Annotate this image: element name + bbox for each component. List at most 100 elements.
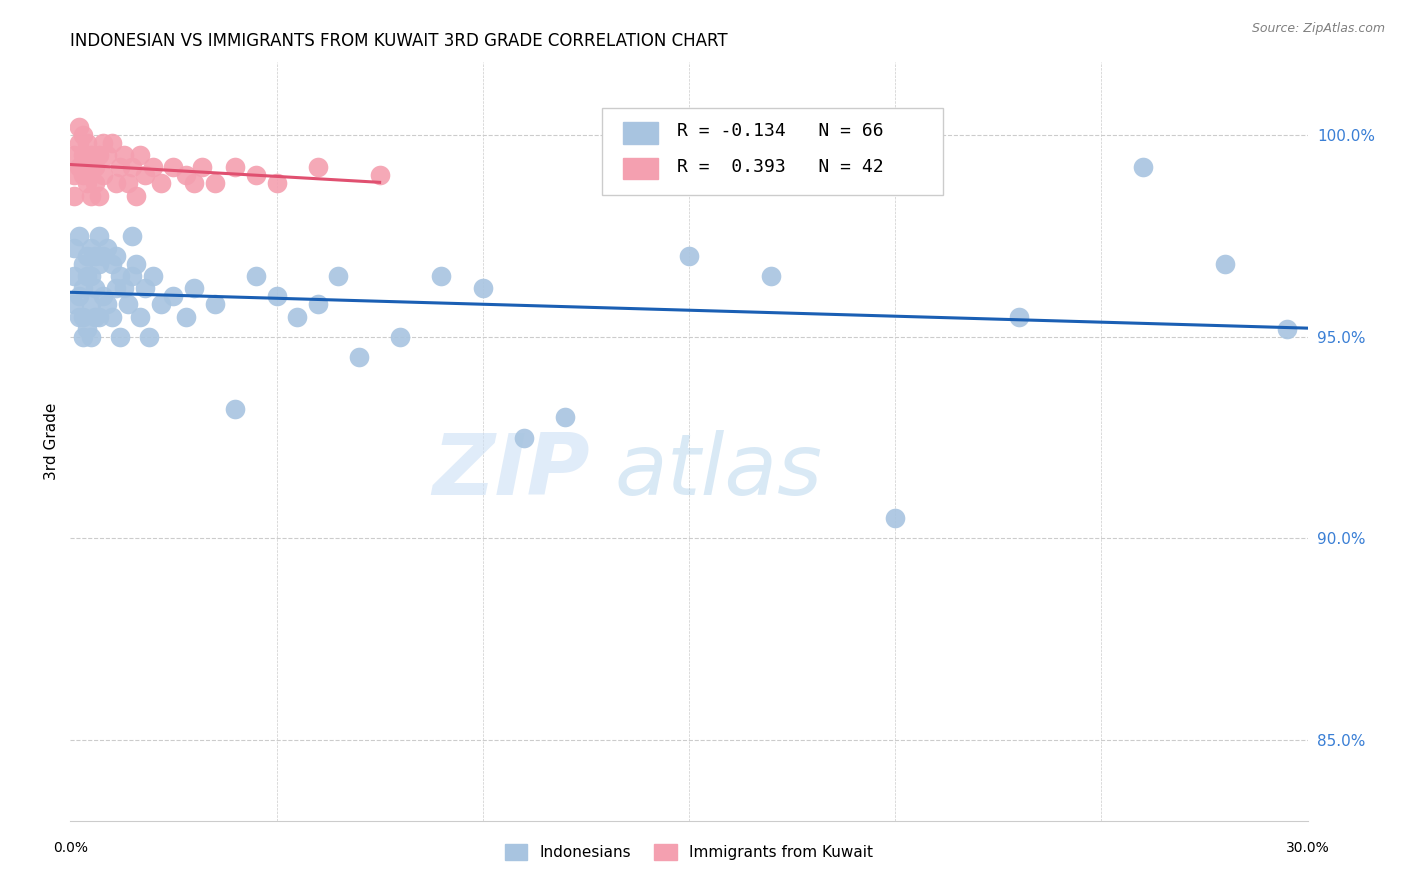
Point bbox=[80, 241, 103, 255]
Point bbox=[72, 281, 94, 295]
Point bbox=[67, 310, 90, 324]
Point bbox=[76, 321, 98, 335]
Point bbox=[84, 281, 107, 295]
Point bbox=[142, 269, 165, 284]
Point bbox=[245, 169, 267, 183]
Point bbox=[513, 430, 536, 444]
Point bbox=[328, 269, 350, 284]
Point bbox=[76, 249, 98, 263]
Point bbox=[84, 310, 107, 324]
Point bbox=[121, 228, 143, 243]
Point bbox=[104, 249, 127, 263]
Point bbox=[72, 169, 94, 183]
Point bbox=[76, 177, 98, 191]
Point bbox=[129, 310, 152, 324]
Point bbox=[100, 310, 122, 324]
Point bbox=[89, 310, 111, 324]
Text: 0.0%: 0.0% bbox=[53, 841, 87, 855]
Text: R =  0.393   N = 42: R = 0.393 N = 42 bbox=[676, 158, 883, 176]
Point bbox=[63, 188, 86, 202]
Point bbox=[67, 289, 90, 303]
Point bbox=[80, 297, 103, 311]
Point bbox=[100, 257, 122, 271]
Point bbox=[1132, 161, 1154, 175]
Point bbox=[91, 136, 114, 150]
Point bbox=[80, 148, 103, 162]
Point bbox=[108, 329, 131, 343]
Point bbox=[96, 297, 118, 311]
Point bbox=[191, 161, 214, 175]
Point bbox=[89, 257, 111, 271]
Point bbox=[134, 169, 156, 183]
Point bbox=[89, 188, 111, 202]
Point bbox=[91, 249, 114, 263]
Point bbox=[204, 297, 226, 311]
Point bbox=[100, 136, 122, 150]
Point bbox=[174, 169, 197, 183]
Point bbox=[389, 329, 412, 343]
Point bbox=[368, 169, 391, 183]
Point bbox=[72, 310, 94, 324]
Point bbox=[67, 228, 90, 243]
Legend: Indonesians, Immigrants from Kuwait: Indonesians, Immigrants from Kuwait bbox=[498, 838, 880, 866]
Point bbox=[104, 177, 127, 191]
Point bbox=[112, 281, 135, 295]
Point bbox=[89, 228, 111, 243]
Point bbox=[430, 269, 453, 284]
Point bbox=[183, 281, 205, 295]
Point bbox=[224, 402, 246, 417]
Point bbox=[67, 120, 90, 134]
Point bbox=[91, 169, 114, 183]
Point bbox=[117, 297, 139, 311]
Point bbox=[63, 297, 86, 311]
Point bbox=[134, 281, 156, 295]
Text: R = -0.134   N = 66: R = -0.134 N = 66 bbox=[676, 122, 883, 140]
Point bbox=[84, 161, 107, 175]
Point bbox=[266, 289, 288, 303]
Point bbox=[285, 310, 308, 324]
FancyBboxPatch shape bbox=[623, 158, 658, 179]
Point bbox=[347, 350, 370, 364]
Point bbox=[471, 281, 494, 295]
Point bbox=[76, 161, 98, 175]
Point bbox=[761, 269, 783, 284]
Point bbox=[96, 148, 118, 162]
Point bbox=[96, 241, 118, 255]
Y-axis label: 3rd Grade: 3rd Grade bbox=[44, 403, 59, 480]
Point bbox=[63, 269, 86, 284]
Point bbox=[224, 161, 246, 175]
Point bbox=[63, 148, 86, 162]
Point bbox=[162, 289, 184, 303]
Point bbox=[72, 148, 94, 162]
Point bbox=[150, 177, 173, 191]
Point bbox=[1275, 321, 1298, 335]
Point bbox=[76, 269, 98, 284]
FancyBboxPatch shape bbox=[602, 108, 942, 195]
Point bbox=[80, 329, 103, 343]
Point bbox=[183, 177, 205, 191]
Point bbox=[125, 257, 148, 271]
Point bbox=[72, 329, 94, 343]
Point bbox=[307, 161, 329, 175]
Point bbox=[121, 161, 143, 175]
Text: ZIP: ZIP bbox=[432, 430, 591, 514]
Point bbox=[72, 257, 94, 271]
Point bbox=[307, 297, 329, 311]
Point bbox=[266, 177, 288, 191]
Point bbox=[138, 329, 160, 343]
Point bbox=[1008, 310, 1031, 324]
Point bbox=[80, 188, 103, 202]
Text: Source: ZipAtlas.com: Source: ZipAtlas.com bbox=[1251, 22, 1385, 36]
Point bbox=[678, 249, 700, 263]
Text: INDONESIAN VS IMMIGRANTS FROM KUWAIT 3RD GRADE CORRELATION CHART: INDONESIAN VS IMMIGRANTS FROM KUWAIT 3RD… bbox=[70, 32, 728, 50]
Point bbox=[121, 269, 143, 284]
Point bbox=[129, 148, 152, 162]
Point bbox=[84, 249, 107, 263]
Point bbox=[554, 410, 576, 425]
FancyBboxPatch shape bbox=[623, 122, 658, 144]
Text: 30.0%: 30.0% bbox=[1285, 841, 1330, 855]
Text: atlas: atlas bbox=[614, 430, 823, 514]
Point bbox=[63, 169, 86, 183]
Point bbox=[150, 297, 173, 311]
Point bbox=[84, 177, 107, 191]
